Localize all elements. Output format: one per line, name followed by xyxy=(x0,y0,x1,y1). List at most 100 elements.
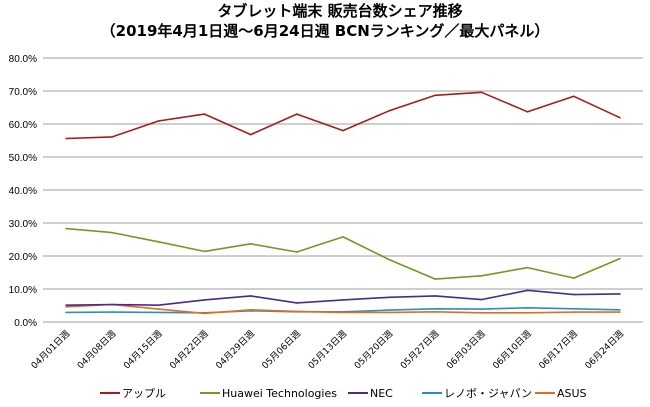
data-point xyxy=(157,308,160,310)
y-tick-label: 50.0% xyxy=(9,153,37,164)
data-point xyxy=(203,299,206,301)
data-point xyxy=(157,311,160,314)
data-point xyxy=(296,302,298,304)
x-tick-label: 05月27日週 xyxy=(398,328,441,371)
y-tick-label: 0.0% xyxy=(14,318,37,329)
legend-label: アップル xyxy=(122,387,166,400)
data-point xyxy=(249,308,252,311)
legend-item: レノボ・ジャパン xyxy=(422,387,532,400)
data-point xyxy=(296,113,298,115)
data-point xyxy=(111,231,114,234)
data-point xyxy=(65,311,67,314)
data-point xyxy=(480,91,483,94)
legend-item: NEC xyxy=(348,387,393,400)
data-point xyxy=(342,129,344,132)
series-2 xyxy=(65,289,621,307)
data-point xyxy=(480,311,483,314)
data-point xyxy=(526,311,529,314)
data-point xyxy=(526,110,529,113)
series-0 xyxy=(65,91,621,140)
data-point xyxy=(249,295,252,297)
legend: アップル Huawei Technologies NEC レノボ・ジャパン ASUS xyxy=(100,387,587,400)
data-point xyxy=(619,293,621,295)
data-point xyxy=(388,258,390,261)
data-point xyxy=(296,251,298,253)
data-point xyxy=(157,120,160,122)
series-1 xyxy=(65,227,621,280)
series-lines xyxy=(65,91,621,315)
chart-title: タブレット端末 販売台数シェア推移 xyxy=(217,2,462,20)
data-point xyxy=(480,308,483,310)
data-point xyxy=(157,241,160,243)
data-point xyxy=(526,266,529,269)
data-point xyxy=(388,296,390,299)
y-tick-label: 10.0% xyxy=(9,285,37,296)
x-tick-label: 05月20日週 xyxy=(352,328,395,371)
series-line xyxy=(66,289,620,307)
legend-label: ASUS xyxy=(557,387,587,400)
y-tick-label: 60.0% xyxy=(9,120,37,131)
legend-item: Huawei Technologies xyxy=(200,387,337,400)
x-tick-label: 04月08日週 xyxy=(75,328,118,371)
data-point xyxy=(249,242,252,245)
data-point xyxy=(572,311,575,313)
x-tick-label: 06月10日週 xyxy=(491,328,534,371)
data-point xyxy=(203,312,206,315)
data-point xyxy=(619,257,621,260)
data-point xyxy=(434,308,437,310)
data-point xyxy=(572,293,575,296)
data-point xyxy=(388,309,390,311)
x-tick-label: 04月22日週 xyxy=(168,328,211,371)
x-tick-label: 04月01日週 xyxy=(29,328,72,371)
data-point xyxy=(342,236,344,238)
data-point xyxy=(388,311,390,314)
x-tick-label: 05月13日週 xyxy=(306,328,349,371)
legend-label: NEC xyxy=(370,387,393,400)
data-point xyxy=(296,310,298,313)
data-point xyxy=(342,311,344,314)
data-point xyxy=(572,95,575,98)
data-point xyxy=(342,299,344,301)
x-tick-label: 04月15日週 xyxy=(121,328,164,371)
x-tick-label: 05月06日週 xyxy=(260,328,303,371)
y-tick-label: 40.0% xyxy=(9,186,37,197)
legend-label: Huawei Technologies xyxy=(222,387,337,400)
gridlines xyxy=(43,57,643,323)
data-point xyxy=(434,94,437,97)
data-point xyxy=(65,137,67,140)
series-4 xyxy=(65,303,621,315)
x-tick-label: 04月29日週 xyxy=(214,328,257,371)
data-point xyxy=(249,133,252,136)
data-point xyxy=(526,289,529,292)
y-tick-label: 30.0% xyxy=(9,219,37,230)
y-axis-ticks: 0.0% 10.0% 20.0% 30.0% 40.0% 50.0% 60.0% 70.0% 8… xyxy=(9,54,37,329)
data-point xyxy=(619,308,621,311)
data-point xyxy=(434,295,437,297)
data-point xyxy=(572,277,575,279)
data-point xyxy=(480,298,483,301)
data-point xyxy=(111,303,114,306)
chart-subtitle: （2019年4月1日週～6月24日週 BCNランキング／最大パネル） xyxy=(101,22,550,40)
data-point xyxy=(434,310,437,313)
y-tick-label: 20.0% xyxy=(9,252,37,263)
data-point xyxy=(619,311,621,313)
data-point xyxy=(111,311,114,313)
data-point xyxy=(388,110,390,112)
data-point xyxy=(203,113,206,115)
data-point xyxy=(434,278,437,280)
legend-label: レノボ・ジャパン xyxy=(444,387,532,400)
legend-item: アップル xyxy=(100,387,166,400)
y-tick-label: 70.0% xyxy=(9,87,37,98)
data-point xyxy=(111,136,114,138)
legend-item: ASUS xyxy=(535,387,587,400)
data-point xyxy=(65,306,67,308)
data-point xyxy=(65,304,67,306)
data-point xyxy=(203,250,206,253)
series-line xyxy=(66,91,621,140)
x-tick-label: 06月03日週 xyxy=(445,328,488,371)
x-tick-label: 06月17日週 xyxy=(537,328,580,371)
data-point xyxy=(572,308,575,310)
data-point xyxy=(619,116,621,119)
data-point xyxy=(526,307,529,309)
